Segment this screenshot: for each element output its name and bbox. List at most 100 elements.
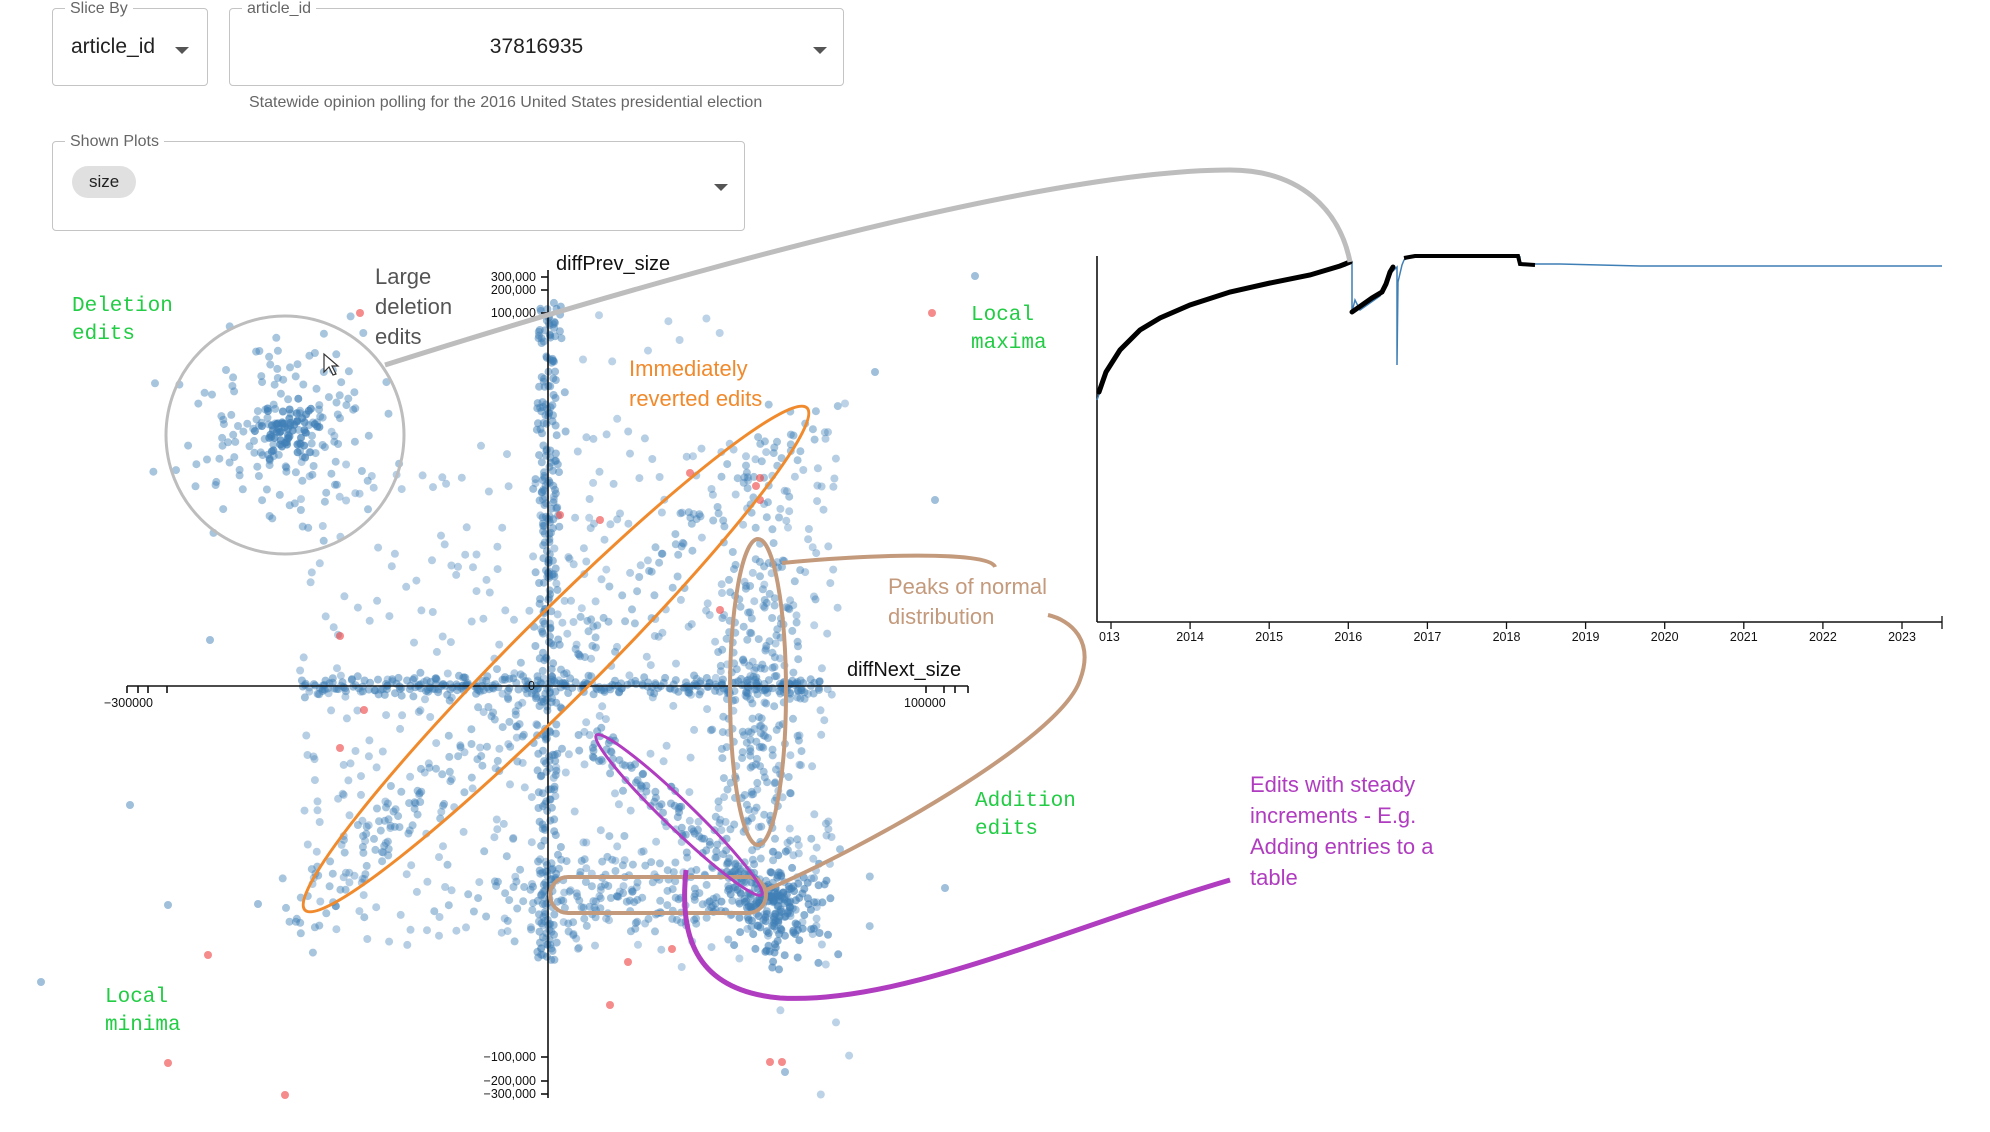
scatter-point [808,425,817,434]
scatter-point [296,666,305,675]
scatter-point [600,683,609,692]
scatter-point [711,637,720,646]
scatter-point [564,927,573,936]
scatter-point [764,929,773,938]
scatter-point [447,775,456,784]
scatter-point [515,720,524,729]
scatter-point [537,950,546,959]
scatter-point [580,653,589,662]
scatter-point [548,946,557,955]
scatter-point [406,925,415,934]
scatter-point [797,761,805,770]
scatter-point [262,485,271,494]
scatter-point [800,884,809,893]
scatter-point [315,690,324,699]
scatter-point [793,637,802,646]
scatter-point [502,852,511,861]
steady-connector [682,869,1231,1001]
scatter-point [551,394,560,402]
chevron-down-icon[interactable] [813,47,827,54]
scatter-point [429,483,437,492]
scatter-point [362,822,371,831]
scatter-point [671,858,680,867]
scatter-point [269,440,278,449]
scatter-point [359,891,368,900]
scatter-point [204,951,212,959]
scatter-point [374,543,383,552]
scatter-point [529,552,538,561]
scatter-point [626,761,635,770]
scatter-point [588,743,597,752]
scatter-point [293,448,302,457]
scatter-point [769,856,778,865]
scatter-point [378,848,387,857]
scatter-point [441,883,450,891]
scatter-point [772,765,780,774]
scatter-point [740,473,749,482]
scatter-point [265,512,274,520]
scatter-point [638,893,647,902]
scatter-point [775,687,784,696]
scatter-point [811,595,820,604]
shown-plots-select[interactable]: Shown Plots size [52,133,745,231]
scatter-point [540,893,549,902]
scatter-point [829,565,838,574]
scatter-point [164,901,172,909]
scatter-point [661,673,670,682]
slice-by-select[interactable]: Slice By article_id [52,0,208,86]
scatter-point [726,778,735,787]
scatter-point [720,793,729,802]
scatter-point [542,654,551,663]
chevron-down-icon[interactable] [175,47,189,54]
scatter-point [446,685,455,694]
article-id-select[interactable]: article_id 37816935 [229,0,844,86]
scatter-point [307,439,316,448]
plot-chip-size[interactable]: size [72,166,137,198]
scatter-point [562,857,571,866]
scatter-point [344,367,353,376]
scatter-point [560,670,569,679]
scatter-point [382,803,390,812]
scatter-point [748,714,757,723]
scatter-point [483,742,491,751]
scatter-point [330,431,339,440]
scatter-point [722,846,731,855]
scatter-point [423,926,431,935]
scatter-point [358,842,367,851]
scatter-point [380,690,389,699]
scatter-point [690,884,699,893]
scatter-point [812,914,821,923]
scatter-point [747,790,756,799]
scatter-point [698,900,707,909]
scatter-point [518,758,527,767]
scatter-point [810,898,819,907]
scatter-point [380,816,389,825]
scatter-point [492,882,501,890]
chevron-down-icon[interactable] [714,184,728,191]
scatter-point [369,483,378,492]
scatter-point [644,346,652,355]
scatter-point [493,877,502,886]
scatter-point [760,773,769,782]
scatter-point [519,897,528,906]
scatter-point [814,881,823,890]
scatter-point [425,763,434,772]
scatter-point [435,913,444,921]
scatter-point [784,604,793,612]
scatter-point [743,473,752,482]
scatter-point [235,465,244,474]
scatter-point [557,665,565,674]
scatter-point [417,787,426,796]
scatter-point [571,513,580,522]
scatter-point [504,482,513,491]
scatter-point [535,817,544,826]
scatter-point [591,941,599,950]
scatter-point [714,797,723,806]
scatter-point [554,635,563,644]
scatter-point [687,825,696,833]
scatter-point [770,443,779,452]
timeseries-year-label: 2021 [1730,630,1758,644]
scatter-point [537,339,546,347]
scatter-point [390,822,399,831]
scatter-point [318,413,327,422]
